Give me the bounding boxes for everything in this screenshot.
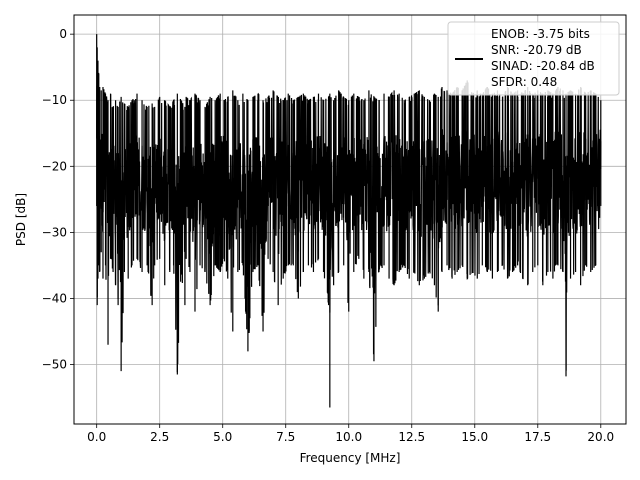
y-tick-label: −20 [42, 159, 67, 173]
x-tick-label: 7.5 [276, 430, 295, 444]
legend-sinad: SINAD: -20.84 dB [491, 59, 595, 73]
legend: ENOB: -3.75 bits SNR: -20.79 dB SINAD: -… [447, 21, 620, 96]
y-tick-label: −50 [42, 358, 67, 372]
x-tick-label: 0.0 [87, 430, 106, 444]
x-tick-label: 17.5 [524, 430, 551, 444]
legend-sfdr: SFDR: 0.48 [491, 75, 557, 89]
x-tick-label: 10.0 [335, 430, 362, 444]
x-tick-label: 20.0 [587, 430, 614, 444]
x-tick-label: 2.5 [150, 430, 169, 444]
x-tick-label: 5.0 [213, 430, 232, 444]
axis-ticks: 0.0 2.5 5.0 7.5 10.0 12.5 15.0 17.5 20.0 0 −10 −20 −… [42, 27, 614, 444]
y-tick-label: −40 [42, 291, 67, 305]
x-axis-label: Frequency [MHz] [300, 451, 401, 465]
y-tick-label: −10 [42, 93, 67, 107]
legend-box [447, 21, 620, 96]
legend-snr: SNR: -20.79 dB [491, 43, 582, 57]
x-tick-label: 12.5 [398, 430, 425, 444]
plot-area [96, 34, 602, 408]
y-axis-label: PSD [dB] [14, 193, 28, 246]
x-tick-label: 15.0 [461, 430, 488, 444]
y-tick-label: 0 [59, 27, 67, 41]
legend-enob: ENOB: -3.75 bits [491, 27, 590, 41]
axes-frame [73, 14, 627, 425]
y-tick-label: −30 [42, 225, 67, 239]
